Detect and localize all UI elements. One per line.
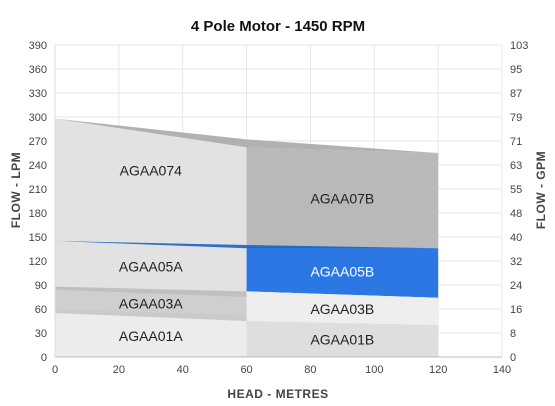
y-tick-label: 270 [29,136,47,148]
region-label: AGAA01B [310,331,374,347]
x-axis-label: HEAD - METRES [227,387,328,401]
y-tick-label: 300 [29,112,47,124]
region-agaa07b [246,147,439,249]
x-tick-label: 120 [429,364,447,376]
region-label: AGAA07B [310,191,374,207]
y2-tick-label: 103 [510,40,528,52]
y2-tick-label: 79 [510,112,522,124]
region-agaa05b [246,246,439,298]
y2-tick-label: 8 [510,328,516,340]
regions [55,118,439,357]
curve-band-1 [55,241,439,249]
y2-axis-label: FLOW - GPM [534,151,548,229]
y2-tick-label: 95 [510,64,522,76]
region-label: AGAA074 [120,163,182,179]
y-tick-label: 90 [35,280,47,292]
x-tick-label: 100 [365,364,383,376]
y2-tick-label: 63 [510,160,522,172]
y-tick-label: 120 [29,256,47,268]
x-tick-label: 0 [52,364,58,376]
region-agaa03b [246,291,439,325]
y-tick-label: 60 [35,304,47,316]
region-agaa01b [246,321,439,357]
region-agaa01a [55,313,247,357]
region-agaa05a [55,241,247,297]
y-tick-label: 240 [29,160,47,172]
region-label: AGAA05B [310,263,374,279]
y-tick-label: 30 [35,328,47,340]
y2-tick-label: 0 [510,352,516,364]
curve-band-3 [55,309,247,321]
x-tick-label: 40 [177,364,189,376]
y2-tick-label: 55 [510,184,522,196]
region-label: AGAA05A [119,259,183,275]
y2-tick-label: 87 [510,88,522,100]
region-agaa074 [55,118,247,247]
y-tick-label: 150 [29,232,47,244]
x-tick-label: 60 [240,364,252,376]
y-tick-label: 180 [29,208,47,220]
region-label: AGAA03A [119,295,183,311]
axes: 0 20 40 60 80 100 120 1400306090120150180210240… [29,40,529,376]
y2-tick-label: 16 [510,304,522,316]
y-tick-label: 390 [29,40,47,52]
y-tick-label: 210 [29,184,47,196]
y-axis-label: FLOW - LPM [9,152,23,228]
region-label: AGAA01A [119,328,183,344]
y-tick-label: 360 [29,64,47,76]
curve-band-2 [55,286,247,297]
y2-tick-label: 71 [510,136,522,148]
curve-band-0 [55,118,439,153]
y2-tick-label: 48 [510,208,522,220]
y-tick-label: 330 [29,88,47,100]
region-label: AGAA03B [310,301,374,317]
y2-tick-label: 24 [510,280,522,292]
y2-tick-label: 40 [510,232,522,244]
bands [55,118,439,321]
region-labels: AGAA074 AGAA07B AGAA05A AGAA05B AGAA03A AGAA0… [119,163,374,348]
x-tick-label: 80 [304,364,316,376]
y-tick-label: 0 [41,352,47,364]
chart-title: 4 Pole Motor - 1450 RPM [191,18,365,35]
y2-tick-label: 32 [510,256,522,268]
x-tick-label: 20 [113,364,125,376]
x-tick-label: 140 [493,364,511,376]
